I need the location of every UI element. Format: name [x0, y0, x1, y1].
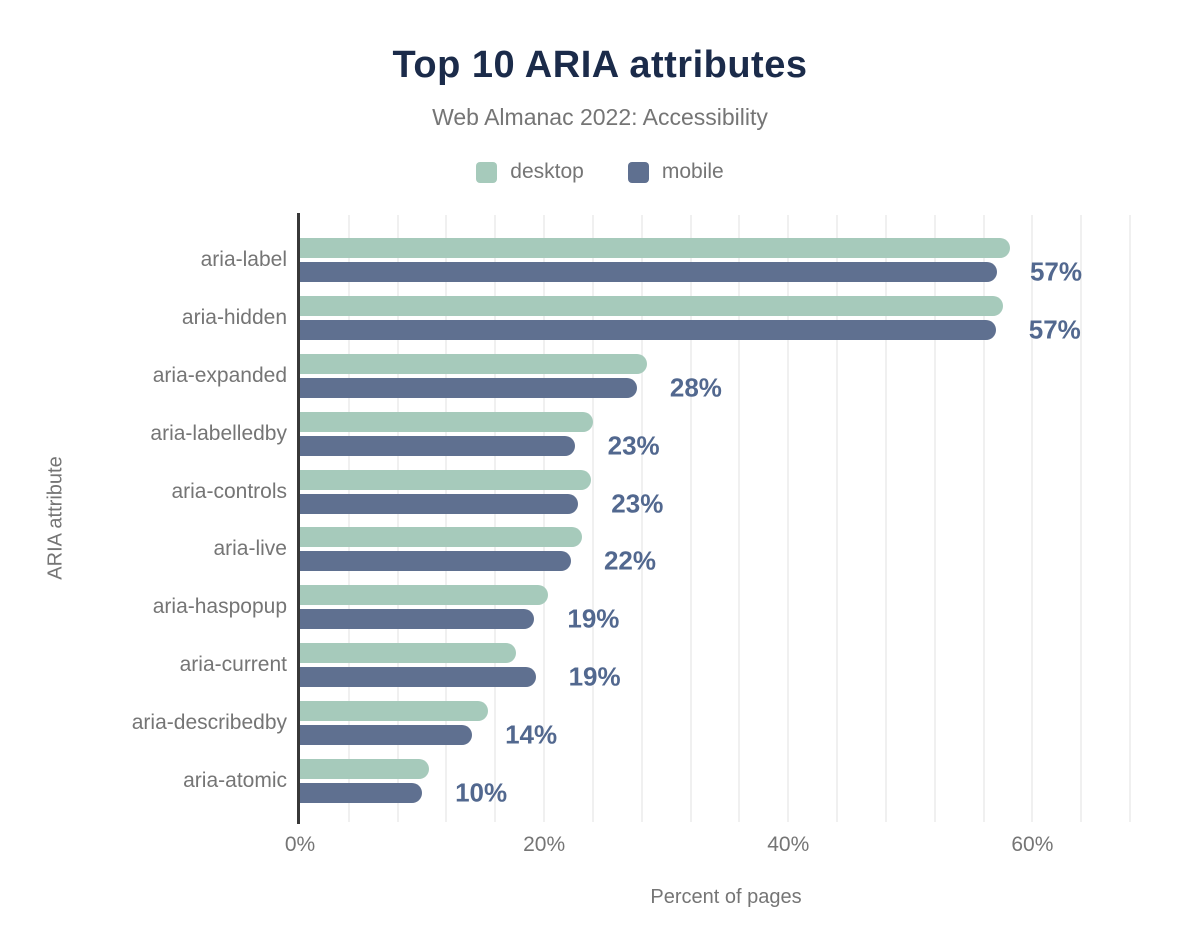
chart-subtitle: Web Almanac 2022: Accessibility — [432, 104, 768, 130]
mobile-bar — [300, 435, 575, 456]
value-label: 57% — [1029, 256, 1083, 287]
chart-row: aria-expanded 28% — [153, 347, 1152, 405]
chart-row: aria-label 57% — [201, 231, 1152, 289]
legend-label-desktop: desktop — [510, 160, 584, 183]
gridline — [543, 215, 546, 822]
chart-row: aria-haspopup 19% — [153, 578, 1152, 636]
value-label: 57% — [1028, 314, 1081, 345]
mobile-swatch-icon — [627, 161, 649, 183]
gridline — [933, 215, 936, 822]
gridline — [591, 215, 594, 822]
gridline — [738, 215, 741, 822]
desktop-bar — [300, 701, 488, 722]
value-label: 10% — [455, 777, 508, 808]
chart-row: aria-current 19% — [180, 636, 1152, 694]
desktop-bar — [300, 585, 548, 606]
chart-row: aria-describedby 14% — [132, 694, 1152, 752]
plot-area: aria-label 57% aria-hidden 57% aria-expanded… — [132, 215, 1152, 822]
mobile-bar — [300, 319, 996, 340]
y-axis-line — [297, 213, 300, 824]
value-label: 23% — [607, 430, 660, 461]
desktop-swatch-icon — [476, 161, 498, 183]
mobile-bar — [300, 377, 637, 398]
mobile-bar — [300, 493, 579, 514]
value-label: 23% — [611, 488, 664, 519]
desktop-bar — [300, 527, 582, 548]
value-label: 14% — [505, 719, 558, 750]
gridline — [787, 215, 790, 822]
mobile-bar — [300, 667, 536, 688]
gridline — [396, 215, 399, 822]
desktop-bar — [300, 759, 430, 780]
category-label: aria-hidden — [181, 305, 287, 329]
gridline — [640, 215, 643, 822]
value-label: 22% — [603, 545, 657, 576]
x-axis-title: Percent of pages — [650, 886, 802, 908]
mobile-bar — [300, 609, 535, 630]
x-axis-ticks: 0% 20% 40% 60% — [0, 833, 1200, 857]
gridline — [1080, 215, 1083, 822]
chart-row: aria-live 22% — [213, 521, 1152, 579]
legend-item-desktop: desktop — [476, 160, 584, 184]
chart-title: Top 10 ARIA attributes — [392, 44, 808, 86]
desktop-bar — [300, 643, 517, 664]
desktop-bar — [300, 469, 591, 490]
mobile-bar — [300, 551, 571, 572]
mobile-bar — [300, 261, 997, 282]
category-label: aria-haspopup — [152, 595, 287, 619]
category-label: aria-expanded — [152, 363, 287, 387]
x-tick-label: 20% — [523, 833, 566, 856]
legend: desktop mobile — [0, 160, 1200, 184]
category-label: aria-controls — [171, 479, 287, 503]
desktop-bar — [300, 411, 593, 432]
gridline — [982, 215, 985, 822]
gridline — [1129, 215, 1132, 822]
category-label: aria-current — [179, 653, 287, 677]
chart-row: aria-controls 23% — [171, 463, 1152, 521]
gridline — [1031, 215, 1034, 822]
legend-item-mobile: mobile — [627, 160, 724, 184]
x-tick-label: 0% — [284, 833, 316, 856]
category-label: aria-labelledby — [150, 421, 287, 445]
gridline — [347, 215, 350, 822]
gridline — [494, 215, 497, 822]
desktop-bar — [300, 295, 1004, 316]
chart-row: aria-hidden 57% — [182, 289, 1152, 347]
gridline — [445, 215, 448, 822]
bar-rows: aria-label 57% aria-hidden 57% aria-expanded… — [132, 231, 1152, 810]
x-tick-label: 60% — [1011, 833, 1054, 856]
mobile-bar — [300, 783, 423, 804]
desktop-bar — [300, 237, 1011, 258]
chart-row: aria-atomic 10% — [183, 752, 1152, 810]
category-label: aria-atomic — [183, 769, 287, 793]
x-tick-label: 40% — [767, 833, 810, 856]
category-label: aria-live — [213, 537, 287, 561]
mobile-bar — [300, 725, 473, 746]
category-label: aria-describedby — [131, 711, 287, 735]
gridline — [884, 215, 887, 822]
value-label: 19% — [567, 603, 620, 634]
legend-label-mobile: mobile — [661, 160, 724, 183]
category-label: aria-label — [200, 247, 287, 271]
value-label: 28% — [669, 372, 722, 403]
desktop-bar — [300, 353, 647, 374]
value-label: 19% — [568, 661, 621, 692]
chart-row: aria-labelledby 23% — [150, 405, 1152, 463]
gridline — [836, 215, 839, 822]
gridline — [689, 215, 692, 822]
